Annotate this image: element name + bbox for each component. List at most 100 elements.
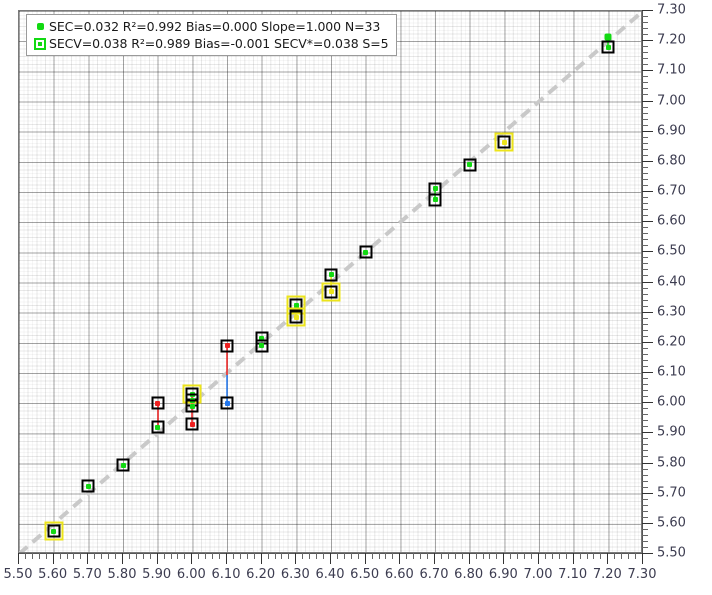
x-axis-tick-label: 6.60 [384, 567, 414, 582]
data-point[interactable] [324, 285, 338, 299]
data-point[interactable] [185, 417, 199, 431]
x-axis-tick [156, 553, 158, 564]
x-axis-tick-label: 6.90 [488, 567, 518, 582]
y-axis-tick-label: 5.80 [657, 455, 686, 470]
data-point[interactable] [151, 420, 165, 434]
x-axis-minor-tick [232, 553, 234, 559]
x-axis-tick [572, 553, 574, 564]
data-point[interactable] [81, 479, 95, 493]
x-axis-minor-tick [288, 553, 290, 559]
x-axis-tick [503, 553, 505, 564]
y-axis-minor-tick [642, 486, 648, 488]
x-axis-minor-tick [420, 553, 422, 559]
x-axis-minor-tick [593, 553, 595, 559]
data-point[interactable] [601, 40, 615, 54]
data-points-layer [19, 11, 641, 552]
x-axis-minor-tick [31, 553, 33, 559]
x-axis-minor-tick [267, 553, 269, 559]
y-axis-tick-label: 6.90 [657, 123, 686, 139]
y-axis-minor-tick [642, 118, 648, 120]
x-axis-minor-tick [510, 553, 512, 559]
data-point[interactable] [428, 193, 442, 207]
residual-connector [156, 403, 159, 428]
y-axis: 5.50 5.60 5.70 5.80 5.90 6.00 6.10 6.20 6.30 6.40… [642, 3, 712, 561]
y-axis-tick-label: 5.70 [657, 485, 686, 501]
y-axis-minor-tick [642, 34, 648, 36]
x-axis-minor-tick [586, 553, 588, 559]
data-point[interactable] [116, 458, 130, 472]
data-point[interactable] [151, 396, 165, 410]
x-axis-minor-tick [579, 553, 581, 559]
data-point[interactable] [255, 339, 269, 353]
y-axis-minor-tick [642, 106, 648, 108]
x-axis-minor-tick [343, 553, 345, 559]
x-axis-minor-tick [170, 553, 172, 559]
x-axis: 5.50 5.60 5.70 5.80 5.90 6.00 6.10 6.20 6.30 6.40… [4, 553, 656, 595]
x-axis-tick-label: 5.90 [142, 567, 172, 582]
legend-label-secv: SECV=0.038 R²=0.989 Bias=-0.001 SECV*=0.… [49, 36, 389, 51]
data-point[interactable] [497, 135, 511, 149]
x-axis-minor-tick [517, 553, 519, 559]
y-axis-tick-label: 6.80 [657, 153, 686, 169]
x-axis-minor-tick [378, 553, 380, 559]
y-axis-minor-tick [642, 136, 648, 138]
x-axis-minor-tick [461, 553, 463, 559]
x-axis-minor-tick [184, 553, 186, 559]
x-axis-tick [468, 553, 470, 564]
y-axis-tick [642, 522, 653, 524]
y-axis-minor-tick [642, 359, 648, 361]
x-axis-minor-tick [198, 553, 200, 559]
data-point[interactable] [463, 158, 477, 172]
data-point[interactable] [220, 339, 234, 353]
y-axis-tick [642, 70, 653, 72]
y-axis-minor-tick [642, 209, 648, 211]
y-axis-minor-tick [642, 480, 648, 482]
y-axis-tick-label: 6.40 [657, 274, 686, 289]
x-axis-minor-tick [45, 553, 47, 559]
data-point[interactable] [604, 33, 612, 41]
y-axis-tick-label: 6.30 [657, 304, 686, 320]
x-axis-minor-tick [440, 553, 442, 559]
x-axis-minor-tick [531, 553, 533, 559]
residual-connector [226, 374, 228, 404]
y-axis-minor-tick [642, 82, 648, 84]
x-axis-tick-label: 6.80 [454, 567, 484, 582]
y-axis-minor-tick [642, 540, 648, 542]
x-axis-minor-tick [551, 553, 553, 559]
data-point-highlight-ring [286, 307, 306, 327]
y-axis-minor-tick [642, 534, 648, 536]
y-axis-minor-tick [642, 197, 648, 199]
x-axis-minor-tick [323, 553, 325, 559]
x-axis-minor-tick [336, 553, 338, 559]
y-axis-minor-tick [642, 317, 648, 319]
y-axis-tick-label: 6.10 [657, 364, 686, 380]
legend-entry-secv: SECV=0.038 R²=0.989 Bias=-0.001 SECV*=0.… [31, 35, 389, 52]
y-axis-minor-tick [642, 293, 648, 295]
y-axis-minor-tick [642, 22, 648, 24]
y-axis-minor-tick [642, 378, 648, 380]
data-point[interactable] [220, 396, 234, 410]
y-axis-tick [642, 191, 653, 192]
y-axis-minor-tick [642, 384, 648, 386]
y-axis-minor-tick [642, 335, 648, 337]
x-axis-minor-tick [447, 553, 449, 559]
legend-dot-icon [31, 23, 49, 30]
x-axis-tick-label: 7.00 [523, 567, 553, 582]
x-axis-minor-tick [108, 553, 110, 559]
y-axis-minor-tick [642, 178, 648, 180]
y-axis-minor-tick [642, 396, 648, 398]
y-axis-tick [642, 130, 653, 132]
y-axis-tick-label: 5.50 [657, 545, 686, 561]
x-axis-minor-tick [413, 553, 415, 559]
y-axis-tick-label: 7.20 [657, 32, 686, 48]
data-point[interactable] [47, 524, 61, 538]
legend: SEC=0.032 R²=0.992 Bias=0.000 Slope=1.00… [26, 14, 397, 56]
data-point[interactable] [324, 268, 338, 282]
data-point[interactable] [185, 399, 199, 413]
x-axis-tick-label: 6.20 [246, 567, 276, 582]
x-axis-minor-tick [614, 553, 616, 559]
y-axis-tick [642, 251, 653, 253]
data-point[interactable] [289, 310, 303, 324]
y-axis-minor-tick [642, 184, 648, 186]
data-point[interactable] [359, 245, 373, 259]
